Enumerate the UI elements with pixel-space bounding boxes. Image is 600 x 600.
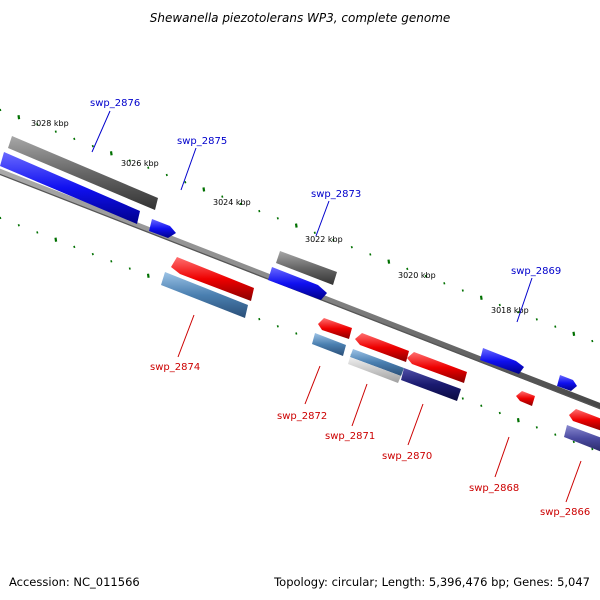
tick-mark	[591, 339, 594, 343]
tick-mark	[276, 325, 279, 328]
gene-label-swp-2871[interactable]: swp_2871	[325, 431, 375, 442]
gene-bar-rna[interactable]	[8, 136, 158, 210]
kbp-label-3020: 3020 kbp	[398, 271, 436, 280]
tick-mark	[350, 245, 353, 249]
gene-bar-swp-2875[interactable]	[149, 219, 176, 238]
gene-labels: swp_2876 swp_2875 swp_2873 swp_2869 swp_…	[90, 98, 590, 518]
tick-mark	[406, 267, 409, 271]
tick-mark	[91, 144, 94, 148]
gene-bar-swp-2872[interactable]	[312, 333, 346, 356]
kbp-label-3024: 3024 kbp	[213, 198, 251, 207]
tick-mark	[572, 440, 575, 444]
tick-mark	[36, 123, 39, 126]
gene-bar-swp-2871[interactable]	[350, 349, 404, 376]
kbp-label-3022: 3022 kbp	[305, 235, 343, 244]
tick-mark	[258, 209, 261, 213]
tick-mark	[91, 252, 94, 256]
gene-label-swp-2873[interactable]: swp_2873	[311, 189, 361, 200]
accession-text: Accession: NC_011566	[9, 575, 140, 589]
tick-mark	[461, 397, 464, 400]
tick-mark	[516, 418, 520, 423]
gene-bar-swp-2866[interactable]	[564, 425, 600, 452]
gene-bar-swp-2872-red[interactable]	[318, 318, 352, 339]
tick-mark	[461, 289, 464, 292]
kbp-label-3026: 3026 kbp	[121, 159, 159, 168]
tick-mark	[73, 137, 76, 141]
gene-bar-swp-2870[interactable]	[401, 368, 461, 401]
tick-mark	[554, 325, 557, 328]
gene-bar-swp-2866-red[interactable]	[569, 409, 600, 431]
tick-mark	[276, 217, 279, 220]
gene-label-swp-2875[interactable]: swp_2875	[177, 136, 227, 147]
gene-bar-swp-2870-red[interactable]	[407, 352, 467, 383]
tick-mark	[517, 310, 520, 314]
gene-bar-swp-2871-red[interactable]	[355, 333, 409, 362]
gene-bar-swp-2869[interactable]	[480, 348, 524, 374]
tick-mark	[110, 260, 113, 263]
gene-label-swp-2866[interactable]: swp_2866	[540, 507, 590, 518]
tick-mark	[202, 187, 206, 192]
gene-features	[0, 136, 600, 452]
tick-mark	[258, 317, 261, 321]
gene-label-swp-2870[interactable]: swp_2870	[382, 451, 432, 462]
tick-mark	[165, 173, 168, 177]
map-title: Shewanella piezotolerans WP3, complete g…	[150, 11, 451, 25]
gene-bar-rna-2[interactable]	[276, 251, 337, 285]
gene-label-swp-2868[interactable]: swp_2868	[469, 483, 519, 494]
gene-label-swp-2872[interactable]: swp_2872	[277, 411, 327, 422]
tick-mark	[73, 245, 76, 249]
kbp-label-3028: 3028 kbp	[31, 119, 69, 128]
tick-mark	[498, 411, 501, 415]
tick-mark	[387, 259, 391, 264]
tick-mark	[128, 267, 131, 270]
tick-mark	[295, 332, 298, 335]
tick-mark	[146, 273, 150, 278]
gene-bar-swp-2868[interactable]	[516, 391, 535, 406]
tick-mark	[535, 426, 538, 429]
tick-mark	[554, 433, 557, 436]
gene-bar-small-forward[interactable]	[557, 375, 577, 391]
label-leaders	[91, 110, 582, 503]
kbp-scale: 3028 kbp 3026 kbp 3024 kbp 3022 kbp 3020…	[31, 119, 529, 315]
tick-mark	[572, 331, 576, 337]
tick-mark	[184, 180, 187, 184]
tick-mark	[0, 216, 2, 220]
tick-mark	[239, 202, 242, 206]
tick-mark	[480, 404, 483, 407]
tick-mark	[54, 237, 58, 242]
gene-label-swp-2869[interactable]: swp_2869	[511, 266, 561, 277]
tick-mark	[332, 238, 335, 242]
gene-bar-swp-2874-red[interactable]	[171, 257, 254, 301]
tick-mark	[147, 166, 150, 169]
tick-mark	[294, 223, 298, 228]
genome-summary-text: Topology: circular; Length: 5,396,476 bp…	[273, 575, 590, 589]
gene-bar-swp-2874[interactable]	[161, 272, 248, 318]
tick-mark	[54, 130, 57, 133]
gene-bar-swp-2871-light[interactable]	[348, 357, 401, 383]
tick-mark	[591, 447, 594, 451]
tick-mark	[128, 159, 131, 162]
tick-mark	[36, 231, 39, 234]
tick-mark	[443, 282, 446, 285]
tick-mark	[424, 274, 427, 278]
tick-mark	[313, 231, 316, 234]
tick-mark	[498, 303, 501, 307]
tick-mark	[17, 223, 20, 227]
tick-mark	[221, 195, 224, 198]
tick-mark	[479, 295, 483, 300]
tick-mark	[535, 318, 538, 321]
kbp-label-3018: 3018 kbp	[491, 306, 529, 315]
tick-mark	[109, 151, 113, 156]
gene-label-swp-2876[interactable]: swp_2876	[90, 98, 140, 109]
tick-mark	[17, 115, 21, 120]
gene-bar-swp-2873[interactable]	[268, 267, 327, 300]
gene-label-swp-2874[interactable]: swp_2874	[150, 362, 200, 373]
tick-mark	[369, 253, 372, 256]
tick-mark	[0, 108, 2, 112]
gene-bar-swp-2876[interactable]	[0, 152, 140, 224]
